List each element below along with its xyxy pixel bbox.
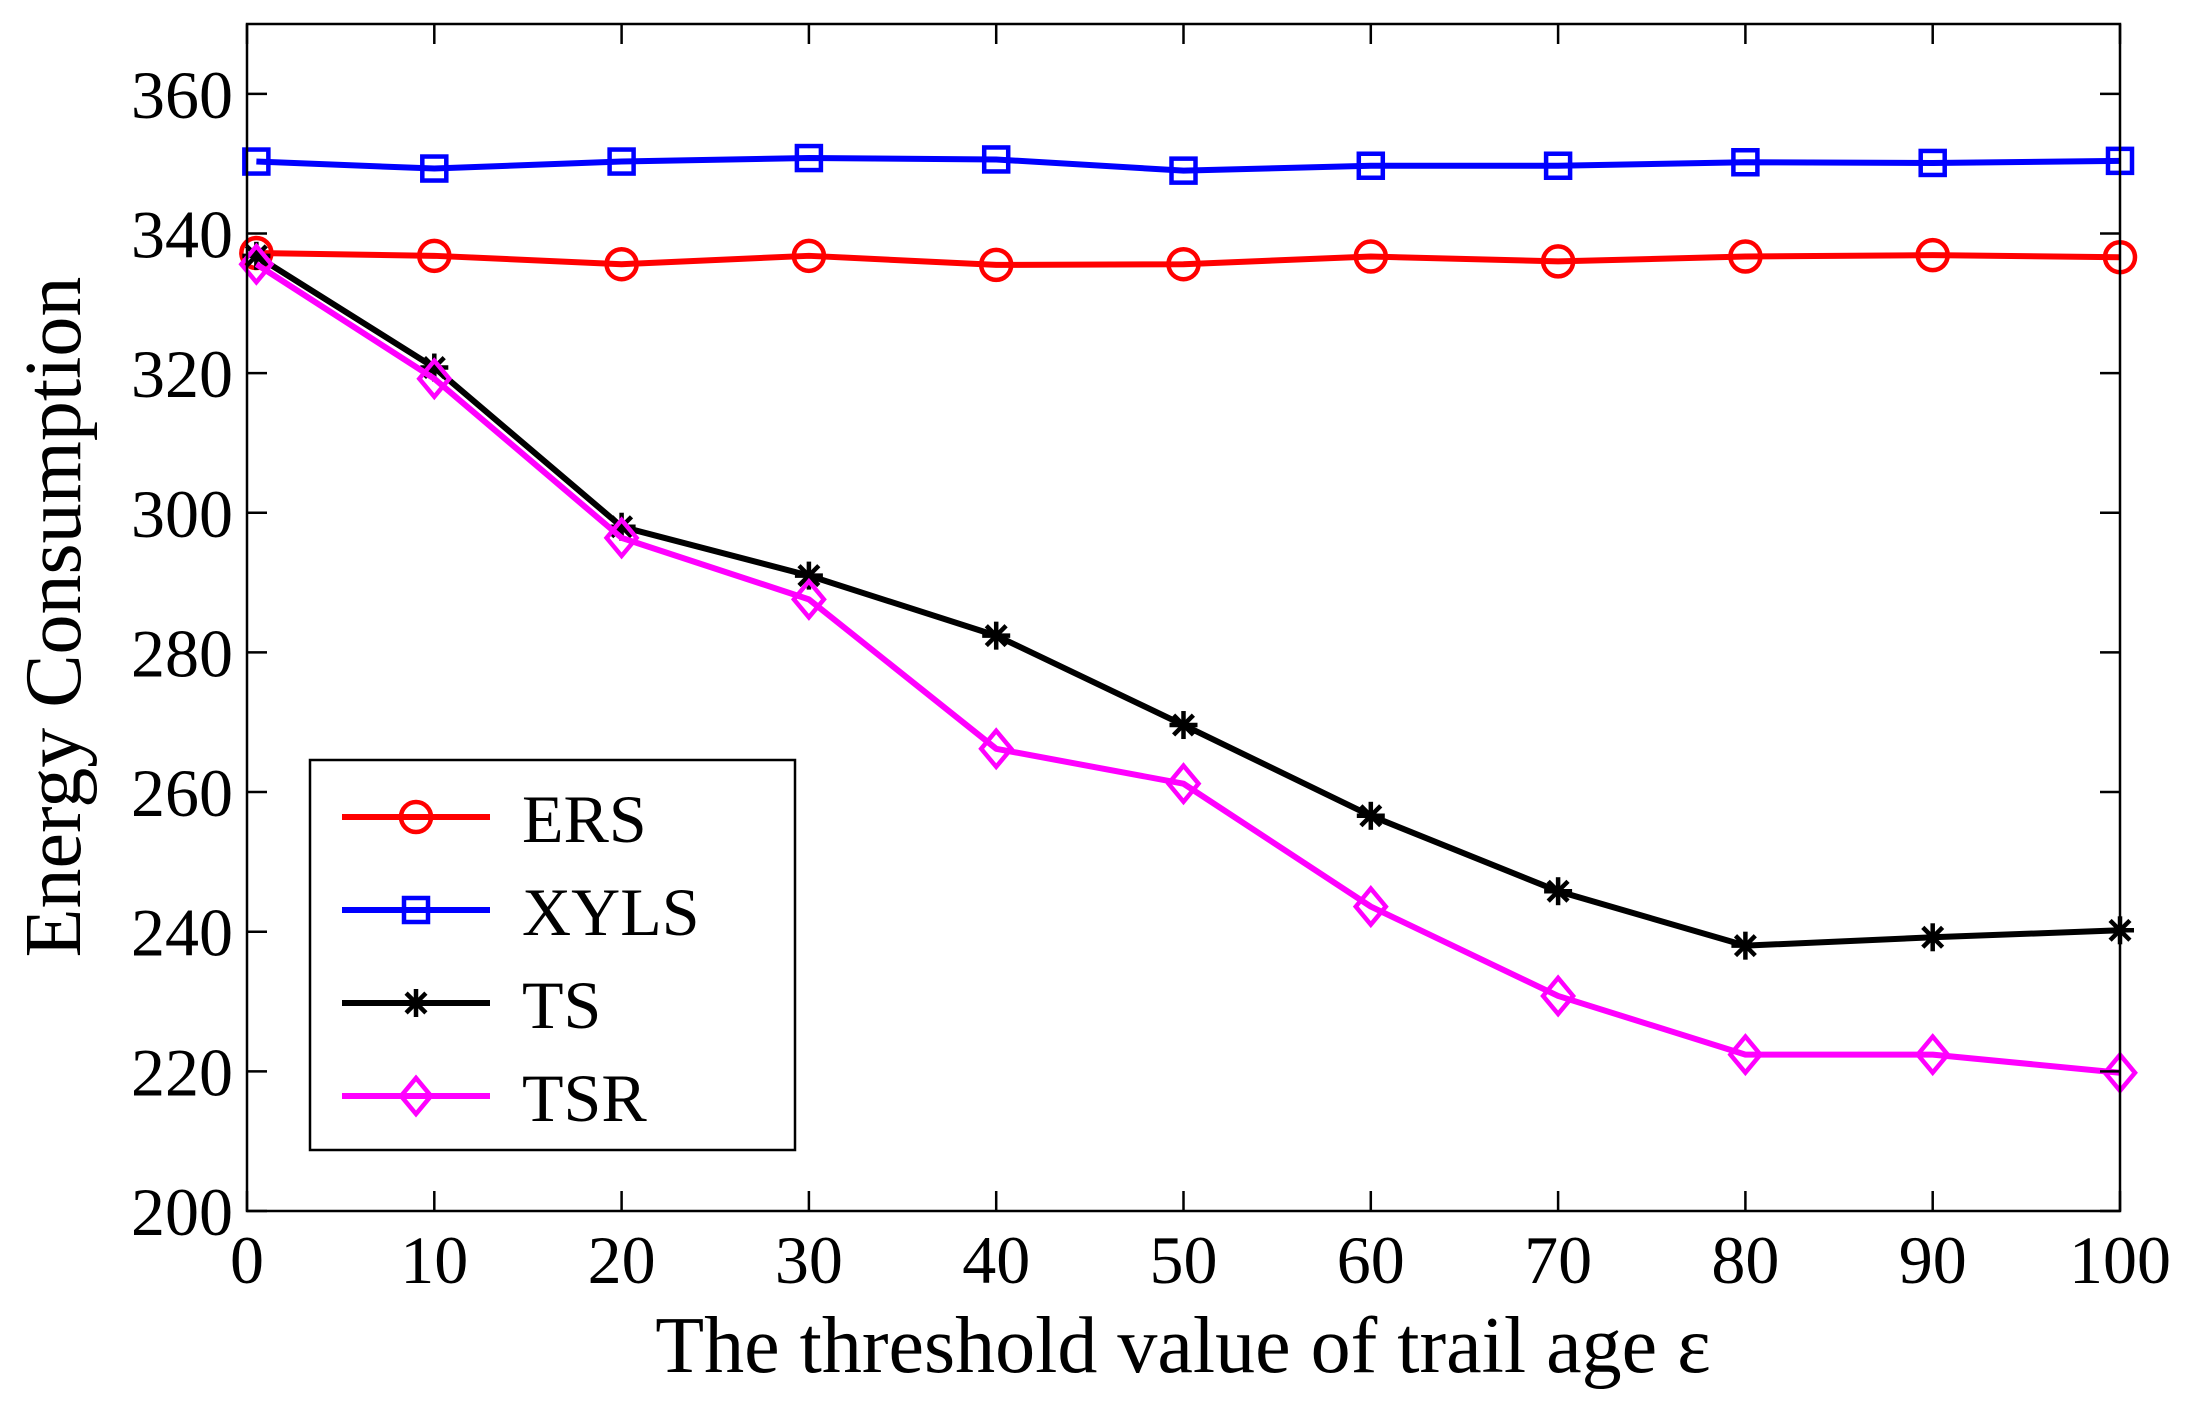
series-line-tsr <box>254 261 2121 1076</box>
y-tick-label: 240 <box>131 895 233 971</box>
data-point-ers <box>1540 244 1576 279</box>
y-tick-label: 220 <box>131 1034 233 1110</box>
data-point-ts <box>1356 801 1385 830</box>
x-tick-label: 80 <box>1711 1222 1779 1298</box>
y-tick-label: 300 <box>131 476 233 552</box>
series-layer <box>238 143 2138 1095</box>
data-point-tsr <box>1914 1033 1951 1077</box>
axis-ticks: 0 10 20 30 40 50 60 70 80 90 100 200 220 240 260 280 300… <box>131 24 2171 1298</box>
x-tick-label: 40 <box>962 1222 1030 1298</box>
data-point-tsr <box>1540 974 1577 1018</box>
data-point-ts <box>794 561 823 590</box>
marker-stroke <box>404 991 428 1015</box>
data-point-xyls <box>794 143 824 173</box>
legend-label-ts: TS <box>522 967 601 1043</box>
x-tick-label: 0 <box>230 1222 264 1298</box>
legend-marker-ers <box>398 799 434 835</box>
x-tick-label: 90 <box>1899 1222 1967 1298</box>
y-axis-label: Energy Consumption <box>10 277 98 958</box>
y-tick-label: 360 <box>131 57 233 133</box>
marker-stroke <box>1359 804 1383 828</box>
marker-stroke <box>244 244 268 268</box>
marker-stroke <box>1921 925 1945 949</box>
x-tick-label: 50 <box>1150 1222 1218 1298</box>
series-xyls <box>242 143 2135 185</box>
x-tick-label: 30 <box>775 1222 843 1298</box>
legend: ERS XYLS TS TSR <box>308 758 797 1152</box>
legend-marker-ts <box>402 989 430 1017</box>
data-point-ts <box>1544 877 1573 906</box>
data-point-xyls <box>981 145 1011 174</box>
legend-marker-tsr <box>398 1074 434 1118</box>
data-point-tsr <box>1165 762 1202 806</box>
y-tick-label: 340 <box>131 196 233 272</box>
marker-stroke <box>797 564 821 588</box>
x-tick-label: 100 <box>2069 1222 2171 1298</box>
data-point-xyls <box>1918 148 1947 178</box>
data-point-ers <box>1353 239 1389 274</box>
data-point-ers <box>791 238 827 274</box>
data-point-ts <box>1169 711 1198 740</box>
legend-entry-xyls: XYLS <box>342 874 700 950</box>
data-point-xyls <box>1731 148 1760 177</box>
data-point-tsr <box>416 357 453 401</box>
data-point-tsr <box>978 727 1015 771</box>
series-line-xyls <box>256 155 2121 174</box>
data-point-ers <box>1728 239 1763 274</box>
data-point-tsr <box>790 577 827 621</box>
data-point-ts <box>1918 923 1947 952</box>
data-point-ers <box>978 247 1014 283</box>
data-point-xyls <box>1356 151 1386 180</box>
data-point-xyls <box>1543 151 1573 180</box>
legend-marker-xyls <box>401 895 431 925</box>
data-point-tsr <box>603 516 640 560</box>
data-point-xyls <box>242 147 271 176</box>
marker-stroke <box>984 624 1008 648</box>
legend-entry-tsr: TSR <box>342 1060 647 1136</box>
data-point-tsr <box>1352 885 1389 929</box>
legend-label-ers: ERS <box>522 781 647 857</box>
data-point-ts <box>982 621 1011 650</box>
x-tick-label: 20 <box>588 1222 656 1298</box>
legend-label-tsr: TSR <box>522 1060 647 1136</box>
data-point-xyls <box>1169 156 1198 185</box>
y-tick-label: 260 <box>131 755 233 831</box>
data-point-xyls <box>420 154 449 183</box>
x-tick-label: 60 <box>1337 1222 1405 1298</box>
legend-box <box>308 758 797 1152</box>
data-point-ers <box>604 246 639 282</box>
y-tick-label: 200 <box>131 1174 233 1250</box>
y-tick-label: 280 <box>131 615 233 691</box>
data-point-ers <box>1166 246 1201 282</box>
x-axis-label: The threshold value of trail age ε <box>655 1302 1710 1390</box>
x-tick-label: 70 <box>1524 1222 1592 1298</box>
legend-label-xyls: XYLS <box>522 874 700 950</box>
marker-stroke <box>1546 879 1570 903</box>
data-point-ts <box>1731 931 1760 960</box>
data-point-ers <box>417 238 452 274</box>
x-tick-label: 10 <box>400 1222 468 1298</box>
legend-entry-ts: TS <box>342 967 601 1043</box>
legend-entry-ers: ERS <box>342 781 647 857</box>
data-point-tsr <box>1727 1033 1764 1077</box>
data-point-xyls <box>607 147 636 176</box>
y-tick-label: 320 <box>131 336 233 412</box>
series-ers <box>239 235 2138 283</box>
series-tsr <box>238 242 2138 1095</box>
data-point-ers <box>1915 237 1950 273</box>
marker-stroke <box>1733 934 1757 958</box>
marker-stroke <box>1172 713 1195 737</box>
series-ts <box>242 241 2134 960</box>
series-line-ers <box>256 250 2121 268</box>
